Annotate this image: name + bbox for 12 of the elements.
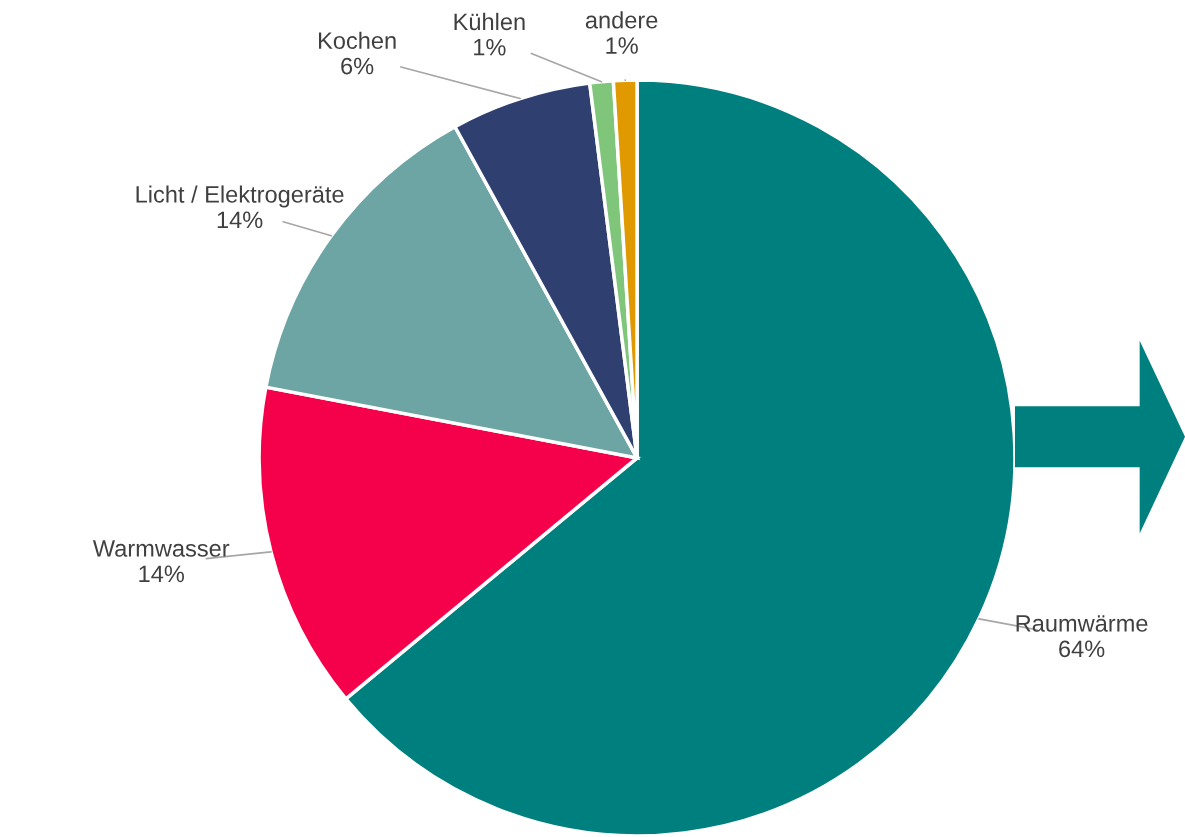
slice-label: Kühlen	[454, 12, 525, 31]
slice-label: Raumwärme	[1016, 615, 1148, 632]
data-label: 64%	[1059, 640, 1105, 658]
slice-label: andere	[585, 11, 658, 29]
slice-label: Kochen	[318, 31, 396, 50]
data-label: 6%	[341, 57, 374, 75]
data-label: 14%	[139, 565, 184, 583]
data-label: 1%	[606, 37, 638, 54]
data-label: 1%	[474, 38, 506, 56]
data-label: 14%	[217, 211, 263, 229]
slice-label: Warmwasser	[92, 540, 230, 557]
slice-label: Licht / Elektrogeräte	[136, 185, 344, 208]
